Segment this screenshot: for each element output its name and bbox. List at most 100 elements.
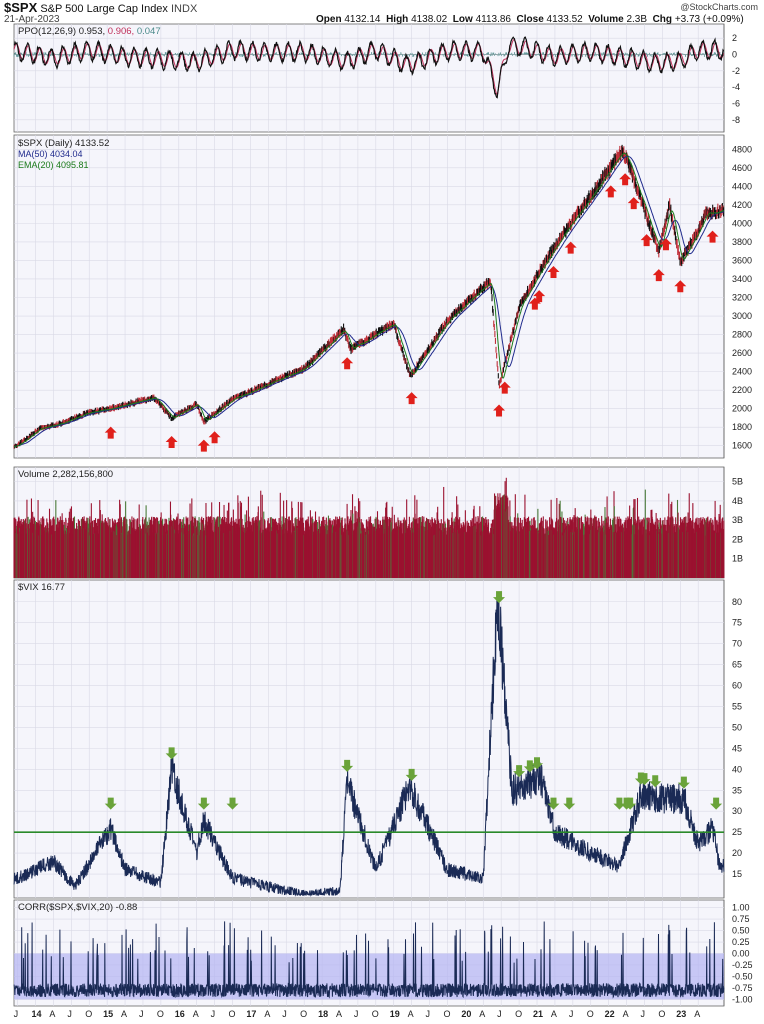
y-tick-label: -8: [732, 115, 740, 125]
y-tick-label: -0.25: [732, 960, 753, 970]
up-arrow-icon: [627, 197, 640, 210]
y-tick-label: 75: [732, 618, 742, 628]
x-tick-label: 16: [175, 1009, 185, 1019]
price-title: $SPX (Daily) 4133.52: [18, 138, 109, 149]
x-tick-label: J: [640, 1009, 645, 1019]
y-tick-label: 80: [732, 597, 742, 607]
chart-date: 21-Apr-2023: [4, 14, 60, 25]
y-tick-label: 3600: [732, 255, 752, 265]
y-tick-label: 20: [732, 848, 742, 858]
x-tick-label: 23: [676, 1009, 686, 1019]
chart-header: $SPX S&P 500 Large Cap Index INDX: [4, 0, 197, 15]
corr-line: [13, 921, 725, 999]
y-tick-label: 25: [732, 827, 742, 837]
y-tick-label: 50: [732, 722, 742, 732]
x-tick-label: A: [551, 1009, 557, 1019]
x-tick-label: O: [587, 1009, 594, 1019]
volume-label: Volume: [588, 14, 624, 25]
vix-line: [13, 592, 725, 897]
x-tick-label: O: [85, 1009, 92, 1019]
down-arrow-icon: [104, 797, 117, 810]
y-tick-label: 4600: [732, 163, 752, 173]
open-label: Open: [316, 14, 342, 25]
y-tick-label: 4800: [732, 144, 752, 154]
y-tick-label: -2: [732, 66, 740, 76]
x-tick-label: A: [121, 1009, 127, 1019]
low-value: 4113.86: [475, 14, 511, 25]
y-tick-label: 4B: [732, 496, 743, 506]
x-tick-label: 20: [461, 1009, 471, 1019]
x-tick-label: O: [443, 1009, 450, 1019]
down-arrow-icon: [165, 747, 178, 760]
chart-marks: [13, 36, 725, 1000]
x-tick-label: A: [336, 1009, 342, 1019]
x-tick-label: J: [14, 1009, 19, 1019]
y-tick-label: 3B: [732, 515, 743, 525]
high-label: High: [386, 14, 409, 25]
x-tick-label: O: [157, 1009, 164, 1019]
ema20-legend: EMA(20) 4095.81: [18, 160, 89, 170]
x-tick-label: J: [211, 1009, 216, 1019]
y-tick-label: -0.50: [732, 971, 753, 981]
y-tick-label: 2600: [732, 348, 752, 358]
up-arrow-icon: [652, 269, 665, 282]
up-arrow-icon: [493, 404, 506, 417]
watermark: @StockCharts.com: [680, 2, 758, 12]
y-tick-label: 15: [732, 869, 742, 879]
x-tick-label: 17: [246, 1009, 256, 1019]
up-arrow-icon: [208, 431, 221, 444]
down-arrow-icon: [649, 775, 662, 788]
down-arrow-icon: [341, 759, 354, 772]
up-arrow-icon: [706, 230, 719, 243]
chg-label: Chg: [652, 14, 673, 25]
y-tick-label: 40: [732, 764, 742, 774]
y-tick-label: 3200: [732, 293, 752, 303]
low-label: Low: [452, 14, 473, 25]
y-tick-label: 3400: [732, 274, 752, 284]
x-tick-label: 15: [103, 1009, 113, 1019]
y-tick-label: 2400: [732, 367, 752, 377]
y-tick-label: 2000: [732, 404, 752, 414]
x-tick-label: J: [354, 1009, 359, 1019]
x-tick-label: A: [49, 1009, 55, 1019]
down-arrow-icon: [677, 776, 690, 789]
x-tick-label: J: [67, 1009, 72, 1019]
y-tick-label: 3800: [732, 237, 752, 247]
y-tick-label: 2800: [732, 330, 752, 340]
y-tick-label: 65: [732, 660, 742, 670]
y-tick-label: 4400: [732, 181, 752, 191]
down-arrow-icon: [547, 797, 560, 810]
x-tick-label: 21: [533, 1009, 543, 1019]
chg-value: +3.73 (+0.09%): [674, 14, 744, 25]
close-value: 4133.52: [546, 14, 583, 25]
up-arrow-icon: [640, 234, 653, 247]
y-tick-label: 0.50: [732, 926, 750, 936]
down-arrow-icon: [624, 797, 637, 810]
exchange: INDX: [171, 3, 198, 15]
y-tick-label: 55: [732, 701, 742, 711]
down-arrow-icon: [493, 591, 506, 604]
x-tick-label: A: [264, 1009, 270, 1019]
x-tick-label: A: [623, 1009, 629, 1019]
x-tick-label: A: [479, 1009, 485, 1019]
y-tick-label: 60: [732, 681, 742, 691]
x-tick-label: A: [694, 1009, 700, 1019]
y-tick-label: 70: [732, 639, 742, 649]
x-tick-label: J: [497, 1009, 502, 1019]
down-arrow-icon: [710, 797, 723, 810]
y-tick-label: -4: [732, 82, 740, 92]
y-tick-label: 0.75: [732, 914, 750, 924]
corr-title: CORR($SPX,$VIX,20) -0.88: [18, 902, 137, 913]
down-arrow-icon: [513, 765, 526, 778]
x-tick-label: J: [569, 1009, 574, 1019]
up-arrow-icon: [405, 392, 418, 405]
up-arrow-icon: [533, 290, 546, 303]
down-arrow-icon: [405, 768, 418, 781]
down-arrow-icon: [197, 797, 210, 810]
volume-value: 2.3B: [626, 14, 648, 25]
open-value: 4132.14: [344, 14, 381, 25]
x-tick-label: J: [282, 1009, 287, 1019]
y-tick-label: 4000: [732, 218, 752, 228]
y-tick-label: 5B: [732, 477, 743, 487]
